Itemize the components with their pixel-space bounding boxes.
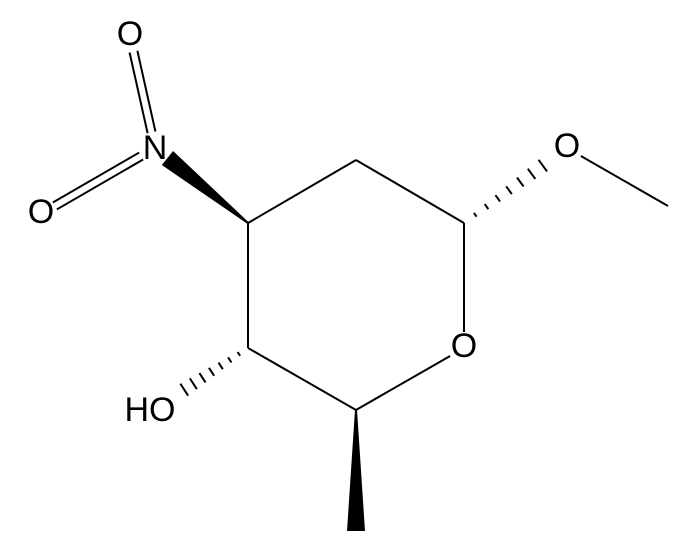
nitrogen-label: N xyxy=(143,129,168,167)
ring-oxygen-label: O xyxy=(451,327,477,365)
methoxy-oxygen-label: O xyxy=(554,127,580,165)
hydroxyl-label: HO xyxy=(125,391,176,429)
nitro-oxygen-left-label: O xyxy=(28,193,54,231)
nitro-oxygen-top-label: O xyxy=(117,15,143,53)
molecule-svg: O N O O O HO xyxy=(0,0,684,536)
